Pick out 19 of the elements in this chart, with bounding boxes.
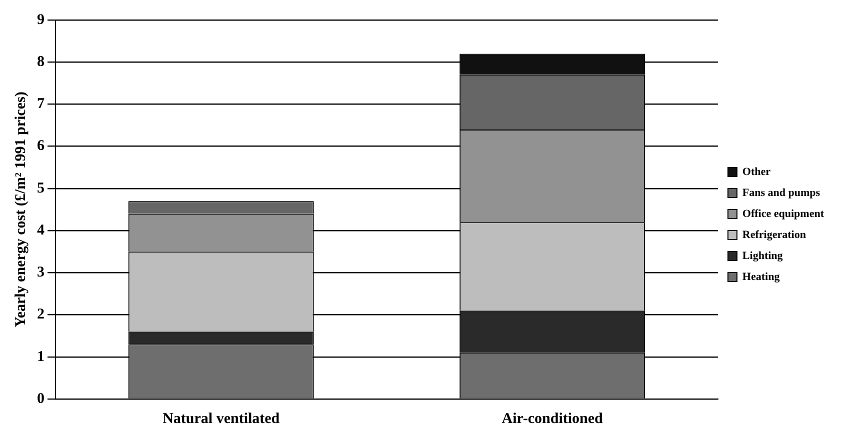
legend-label: Office equipment — [742, 208, 824, 220]
legend-label: Other — [742, 166, 771, 178]
y-axis-title: Yearly energy cost (£/m² 1991 prices) — [12, 92, 29, 328]
x-tick-label: Air-conditioned — [502, 410, 604, 427]
y-tick-label: 4 — [37, 222, 45, 238]
y-tick-label: 7 — [37, 96, 45, 112]
y-tick-label: 6 — [37, 138, 45, 154]
y-tick-label: 1 — [37, 348, 44, 365]
y-tick-label: 5 — [37, 180, 44, 196]
x-tick-label: Natural ventilated — [162, 410, 280, 427]
y-tick-label: 0 — [37, 390, 44, 407]
y-tick-label: 9 — [37, 12, 44, 28]
legend-label: Refrigeration — [742, 228, 806, 241]
legend-label: Lighting — [742, 250, 784, 262]
y-tick-label: 2 — [37, 306, 44, 323]
legend-label: Heating — [742, 270, 780, 283]
y-tick-label: 3 — [37, 264, 44, 281]
legend-label: Fans and pumps — [742, 186, 821, 199]
y-tick-label: 8 — [37, 54, 44, 70]
